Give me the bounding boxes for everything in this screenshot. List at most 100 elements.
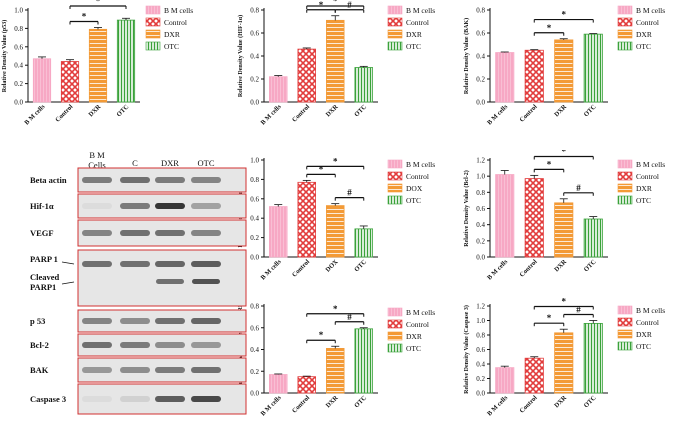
y-tick-label: 0.6 <box>14 43 23 51</box>
legend-swatch <box>387 29 403 39</box>
y-tick-label: 0.8 <box>250 176 259 184</box>
x-tick-label: B M cells <box>486 258 509 281</box>
legend-swatch <box>617 159 633 169</box>
y-axis-title: Relative Density Value (p53) <box>1 20 8 93</box>
legend-label: B M cells <box>636 6 665 15</box>
legend-swatch <box>617 171 633 181</box>
bar-otc <box>354 328 373 394</box>
blot-band <box>191 261 221 267</box>
legend-label: B M cells <box>406 160 435 169</box>
legend-swatch <box>617 317 633 327</box>
significance-label: * <box>562 10 567 20</box>
blot-band <box>82 396 112 402</box>
bar-otc <box>583 322 603 394</box>
bar-control <box>524 178 544 258</box>
legend-swatch <box>387 159 403 169</box>
y-axis-title: Relative Density Value (Bcl-2) <box>463 170 470 247</box>
blot-band <box>155 367 185 373</box>
x-tick-label: Control <box>518 394 538 414</box>
lane-label: DXR <box>161 158 179 168</box>
bar-dxr <box>554 39 574 103</box>
blot-band <box>191 230 221 236</box>
legend-label: OTC <box>164 42 179 51</box>
blot-band <box>155 230 185 236</box>
bar-chart-caspase-3: 0.0 0.2 0.4 0.6 0.8 1.0 1.2 Relative Density Va… <box>463 297 665 418</box>
blot-band <box>191 177 221 183</box>
y-tick-label: 0.0 <box>476 99 485 107</box>
blot-band-cleaved <box>156 279 184 284</box>
legend-label: Control <box>406 320 429 329</box>
y-tick-label: 0.0 <box>476 390 485 398</box>
y-tick-label: 0.0 <box>250 254 259 262</box>
significance-label: * <box>96 0 101 6</box>
bar-otc <box>354 228 373 258</box>
y-tick-label: 0.4 <box>476 53 485 61</box>
legend-label: B M cells <box>636 160 665 169</box>
bar-otc <box>583 33 603 103</box>
legend-label: DXR <box>406 30 422 39</box>
x-tick-label: B M cells <box>486 394 509 417</box>
blot-band <box>191 367 221 373</box>
x-tick-label: DXR <box>553 103 568 118</box>
legend-swatch <box>617 305 633 315</box>
blot-row-label: PARP1 <box>30 282 56 292</box>
y-tick-label: 0.2 <box>476 375 485 383</box>
legend-swatch <box>617 183 633 193</box>
legend-swatch <box>617 41 633 51</box>
blot-band <box>82 261 112 267</box>
blot-row-label: Hif-1α <box>30 201 54 211</box>
legend-swatch <box>617 29 633 39</box>
lane-label: Cells <box>88 160 105 170</box>
legend-swatch <box>145 29 161 39</box>
legend-label: DXR <box>164 30 180 39</box>
legend-swatch <box>387 17 403 27</box>
x-tick-label: OTC <box>583 103 598 118</box>
bar-otc <box>116 19 136 103</box>
significance-label: # <box>347 188 352 198</box>
y-tick-label: 1.0 <box>14 7 23 15</box>
x-tick-label: OTC <box>353 103 368 118</box>
y-tick-label: 0.8 <box>476 189 485 197</box>
legend-swatch <box>387 5 403 15</box>
bar-otc <box>583 218 603 258</box>
blot-band <box>82 203 112 209</box>
blot-row-label: Caspase 3 <box>30 394 66 404</box>
y-tick-label: 0.6 <box>476 30 485 38</box>
legend-swatch <box>617 5 633 15</box>
x-tick-label: Control <box>291 394 311 414</box>
legend-swatch <box>387 195 403 205</box>
y-tick-label: 0.4 <box>476 221 485 229</box>
legend-swatch <box>145 41 161 51</box>
x-tick-label: B M cells <box>486 103 509 126</box>
blot-row-label: Beta actin <box>30 175 67 185</box>
y-axis-title: Relative Density Value (Caspase 3) <box>463 305 470 394</box>
y-tick-label: 0.2 <box>476 76 485 84</box>
bar-dox <box>326 205 345 258</box>
legend-swatch <box>387 307 403 317</box>
legend-swatch <box>387 319 403 329</box>
legend-swatch <box>387 171 403 181</box>
legend-swatch <box>145 5 161 15</box>
blot-row <box>77 333 247 357</box>
significance-label: # <box>347 312 352 322</box>
legend-label: DOX <box>406 184 423 193</box>
lane-label: OTC <box>198 158 215 168</box>
y-tick-label: 0.2 <box>250 234 259 242</box>
significance-label: # <box>576 183 581 193</box>
y-tick-label: 0.0 <box>476 254 485 262</box>
y-tick-label: 0.2 <box>14 80 23 88</box>
blot-band <box>120 203 150 209</box>
bar-control <box>60 61 80 103</box>
legend-swatch <box>387 183 403 193</box>
x-tick-label: Control <box>518 103 538 123</box>
y-tick-label: 0.6 <box>476 205 485 213</box>
y-tick-label: 0.4 <box>14 62 23 70</box>
legend-label: Control <box>636 318 659 327</box>
bar-dxr <box>88 28 108 103</box>
bar-dxr <box>554 202 574 258</box>
y-axis-title: Relative Density Value (HIF-1α) <box>237 15 244 97</box>
lane-label: C <box>132 158 138 168</box>
significance-label: * <box>319 330 324 340</box>
y-tick-label: 0.8 <box>250 303 259 311</box>
